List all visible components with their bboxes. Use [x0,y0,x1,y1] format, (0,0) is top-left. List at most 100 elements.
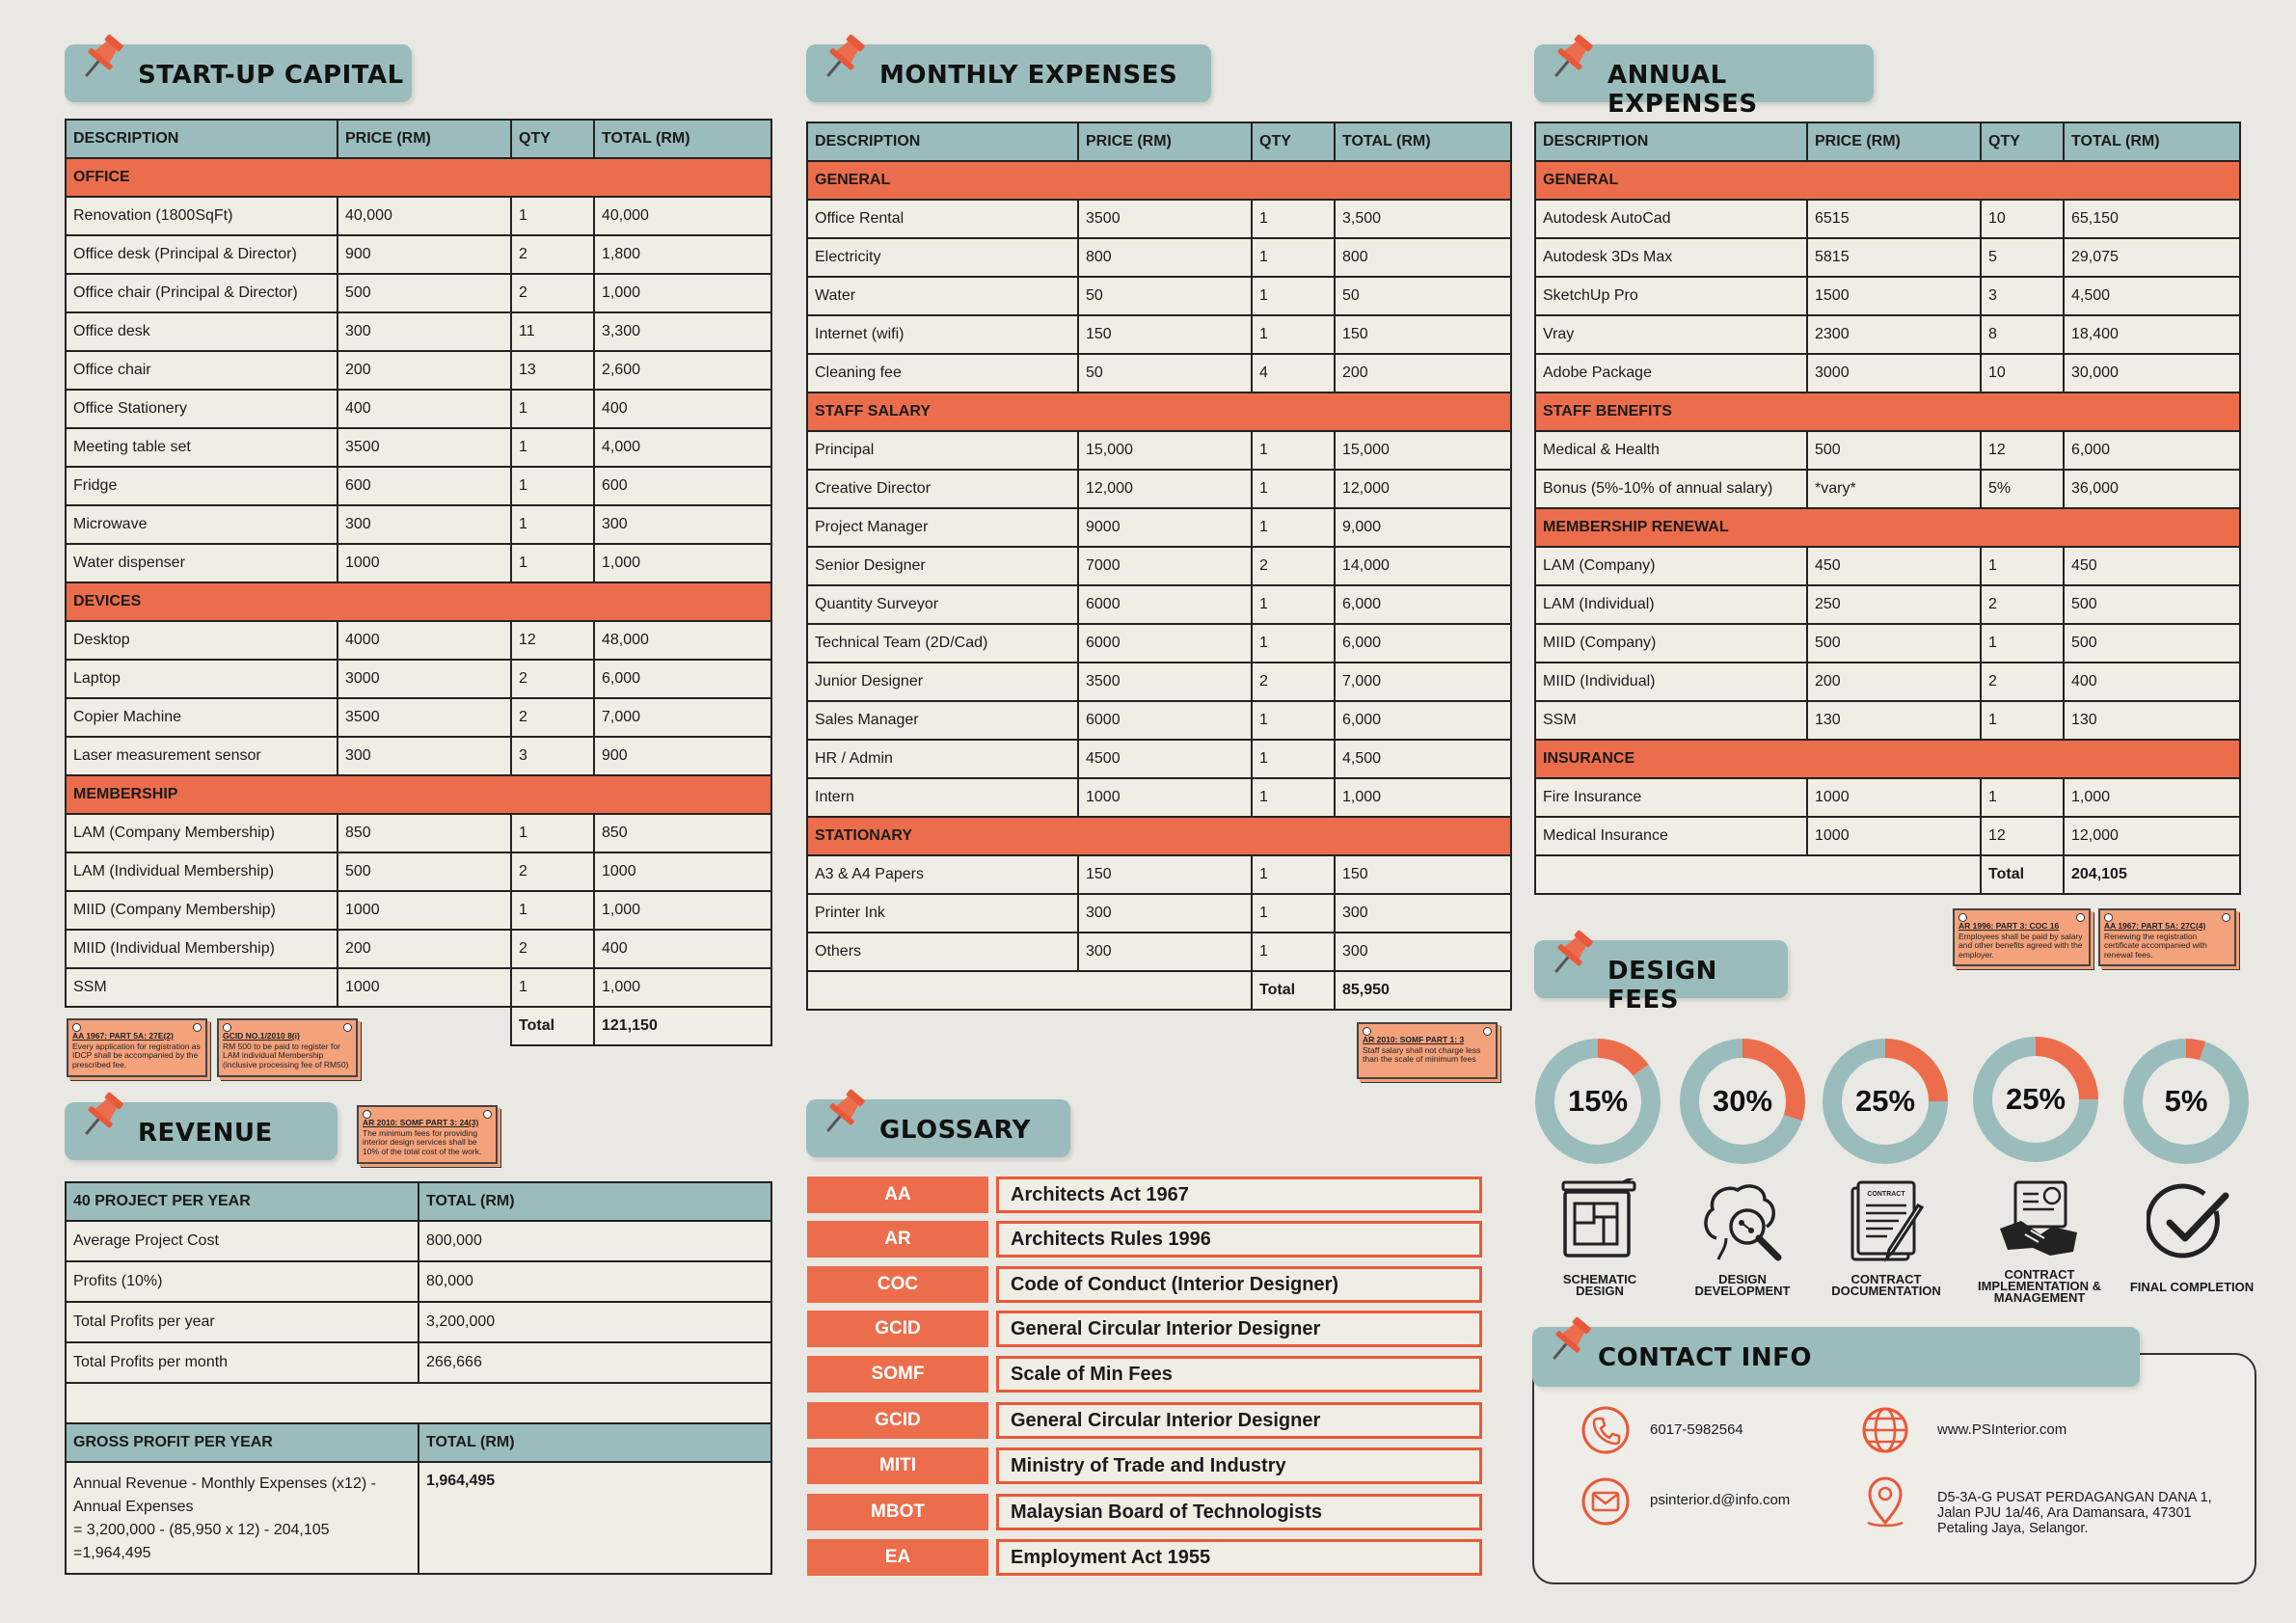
glossary-abbr: MBOT [807,1494,988,1530]
table-cell: 8 [1980,314,2065,355]
table-row: Project Manager 9000 1 9,000 [806,507,1512,548]
sticky-note: AA 1967: PART 5A: 27E(2) Every applicatio… [67,1018,207,1077]
startup-capital-title: START-UP CAPITAL [138,61,404,90]
design-fee-percent: 30% [1699,1058,1786,1145]
table-cell: 2 [510,929,595,969]
table-cell: SSM [65,967,338,1008]
label-line: FINAL COMPLETION [2129,1280,2255,1294]
table-row: Fire Insurance 1000 1 1,000 [1534,777,2241,818]
sticky-note: AR 2010: SOMF PART 1: 3 Staff salary shal… [1357,1022,1498,1079]
column-header: DESCRIPTION [1534,122,1808,162]
table-cell: 5 [1980,237,2065,278]
table-cell: MIID (Company) [1534,623,1808,663]
glossary-abbr: GCID [807,1402,988,1439]
table-cell: Meeting table set [65,427,338,468]
table-cell: SSM [1534,700,1808,741]
note-body: Employees shall be paid by salary and ot… [1958,931,2083,960]
table-cell: 1 [1251,276,1336,316]
contact-website[interactable]: www.PSInterior.com [1937,1421,2067,1438]
table-row: LAM (Company) 450 1 450 [1534,546,2241,586]
annual-header-row: DESCRIPTION PRICE (RM) QTY TOTAL (RM) [1534,122,2241,162]
table-cell: Technical Team (2D/Cad) [806,623,1079,663]
section-row: INSURANCE [1534,739,2241,779]
table-row: Microwave 300 1 300 [65,504,772,545]
spacer-row [65,1382,772,1424]
contact-email[interactable]: psinterior.d@info.com [1650,1492,1791,1508]
table-cell: 130 [2063,700,2241,741]
table-cell: 1,000 [1334,777,1512,818]
label-line: DESIGN [1718,1272,1767,1286]
blank-cell [1534,854,1982,895]
table-cell: 850 [593,813,772,853]
table-cell: Desktop [65,620,338,661]
table-cell: 300 [1077,932,1253,972]
formula-line: =1,964,495 [73,1545,151,1561]
table-cell: MIID (Individual) [1534,662,1808,702]
table-cell: 4,500 [1334,739,1512,779]
table-cell: HR / Admin [806,739,1079,779]
table-cell: 6515 [1806,199,1982,239]
gross-profit-formula: Annual Revenue - Monthly Expenses (x12) … [65,1461,419,1575]
table-row: SSM 130 1 130 [1534,700,2241,741]
table-cell: 6000 [1077,623,1253,663]
table-cell: Office chair (Principal & Director) [65,273,338,313]
table-cell: 15,000 [1077,430,1253,471]
revenue-cell: Profits (10%) [65,1260,419,1303]
column-header: PRICE (RM) [337,119,512,159]
table-cell: 15,000 [1334,430,1512,471]
table-cell: 3000 [1806,353,1982,393]
column-header: PRICE (RM) [1077,122,1253,162]
table-row: Office desk (Principal & Director) 900 2 1,… [65,234,772,275]
label-line: DOCUMENTATION [1831,1284,1941,1298]
table-cell: 1 [510,466,595,506]
column-header: TOTAL (RM) [2063,122,2241,162]
table-cell: 1 [510,813,595,853]
table-cell: 150 [1334,314,1512,355]
table-cell: 1000 [337,890,512,931]
table-cell: 1 [510,504,595,545]
table-cell: Others [806,932,1079,972]
table-cell: Cleaning fee [806,353,1079,393]
table-cell: 11 [510,311,595,352]
revenue-cell: Total Profits per year [65,1301,419,1343]
pushpin-icon [74,29,130,90]
table-cell: 1 [1980,700,2065,741]
table-row: Desktop 4000 12 48,000 [65,620,772,661]
table-cell: 4 [1251,353,1336,393]
table-row: Total Profits per month 266,666 [65,1341,772,1384]
table-row: Cleaning fee 50 4 200 [806,353,1512,393]
design-fee-label: CONTRACT DOCUMENTATION [1804,1273,1968,1298]
table-cell: 1 [1980,546,2065,586]
table-cell: LAM (Company Membership) [65,813,338,853]
section-row: STATIONARY [806,816,1512,856]
table-cell: 500 [2063,623,2241,663]
section-title: OFFICE [65,157,772,198]
table-cell: Bonus (5%-10% of annual salary) [1534,469,1808,509]
table-cell: 1 [1251,430,1336,471]
design-fee-donut: 25% [1823,1039,1948,1164]
table-cell: 1 [1251,854,1336,895]
table-cell: 300 [1077,893,1253,933]
table-cell: 300 [1334,893,1512,933]
table-cell: *vary* [1806,469,1982,509]
contact-phone[interactable]: 6017-5982564 [1650,1421,1743,1438]
table-cell: 1000 [337,543,512,583]
table-cell: 50 [1077,276,1253,316]
table-cell: 400 [593,929,772,969]
pushpin-icon [1542,1312,1598,1372]
startup-header-row: DESCRIPTION PRICE (RM) QTY TOTAL (RM) [65,119,772,159]
glossary-definition: Scale of Min Fees [996,1356,1482,1393]
monthly-expenses-header: MONTHLY EXPENSES [806,34,1211,102]
table-row: Laptop 3000 2 6,000 [65,659,772,699]
table-cell: 1 [1251,469,1336,509]
check-circle-icon [2147,1183,2229,1258]
table-cell: 400 [337,389,512,429]
revenue-cell: 266,666 [418,1341,772,1384]
table-cell: 1,000 [2063,777,2241,818]
section-title: DEVICES [65,582,772,622]
table-row: Principal 15,000 1 15,000 [806,430,1512,471]
table-cell: 2300 [1806,314,1982,355]
design-fee-percent: 25% [1842,1058,1929,1145]
table-row: Medical Insurance 1000 12 12,000 [1534,816,2241,856]
label-line: DEVELOPMENT [1694,1284,1791,1298]
